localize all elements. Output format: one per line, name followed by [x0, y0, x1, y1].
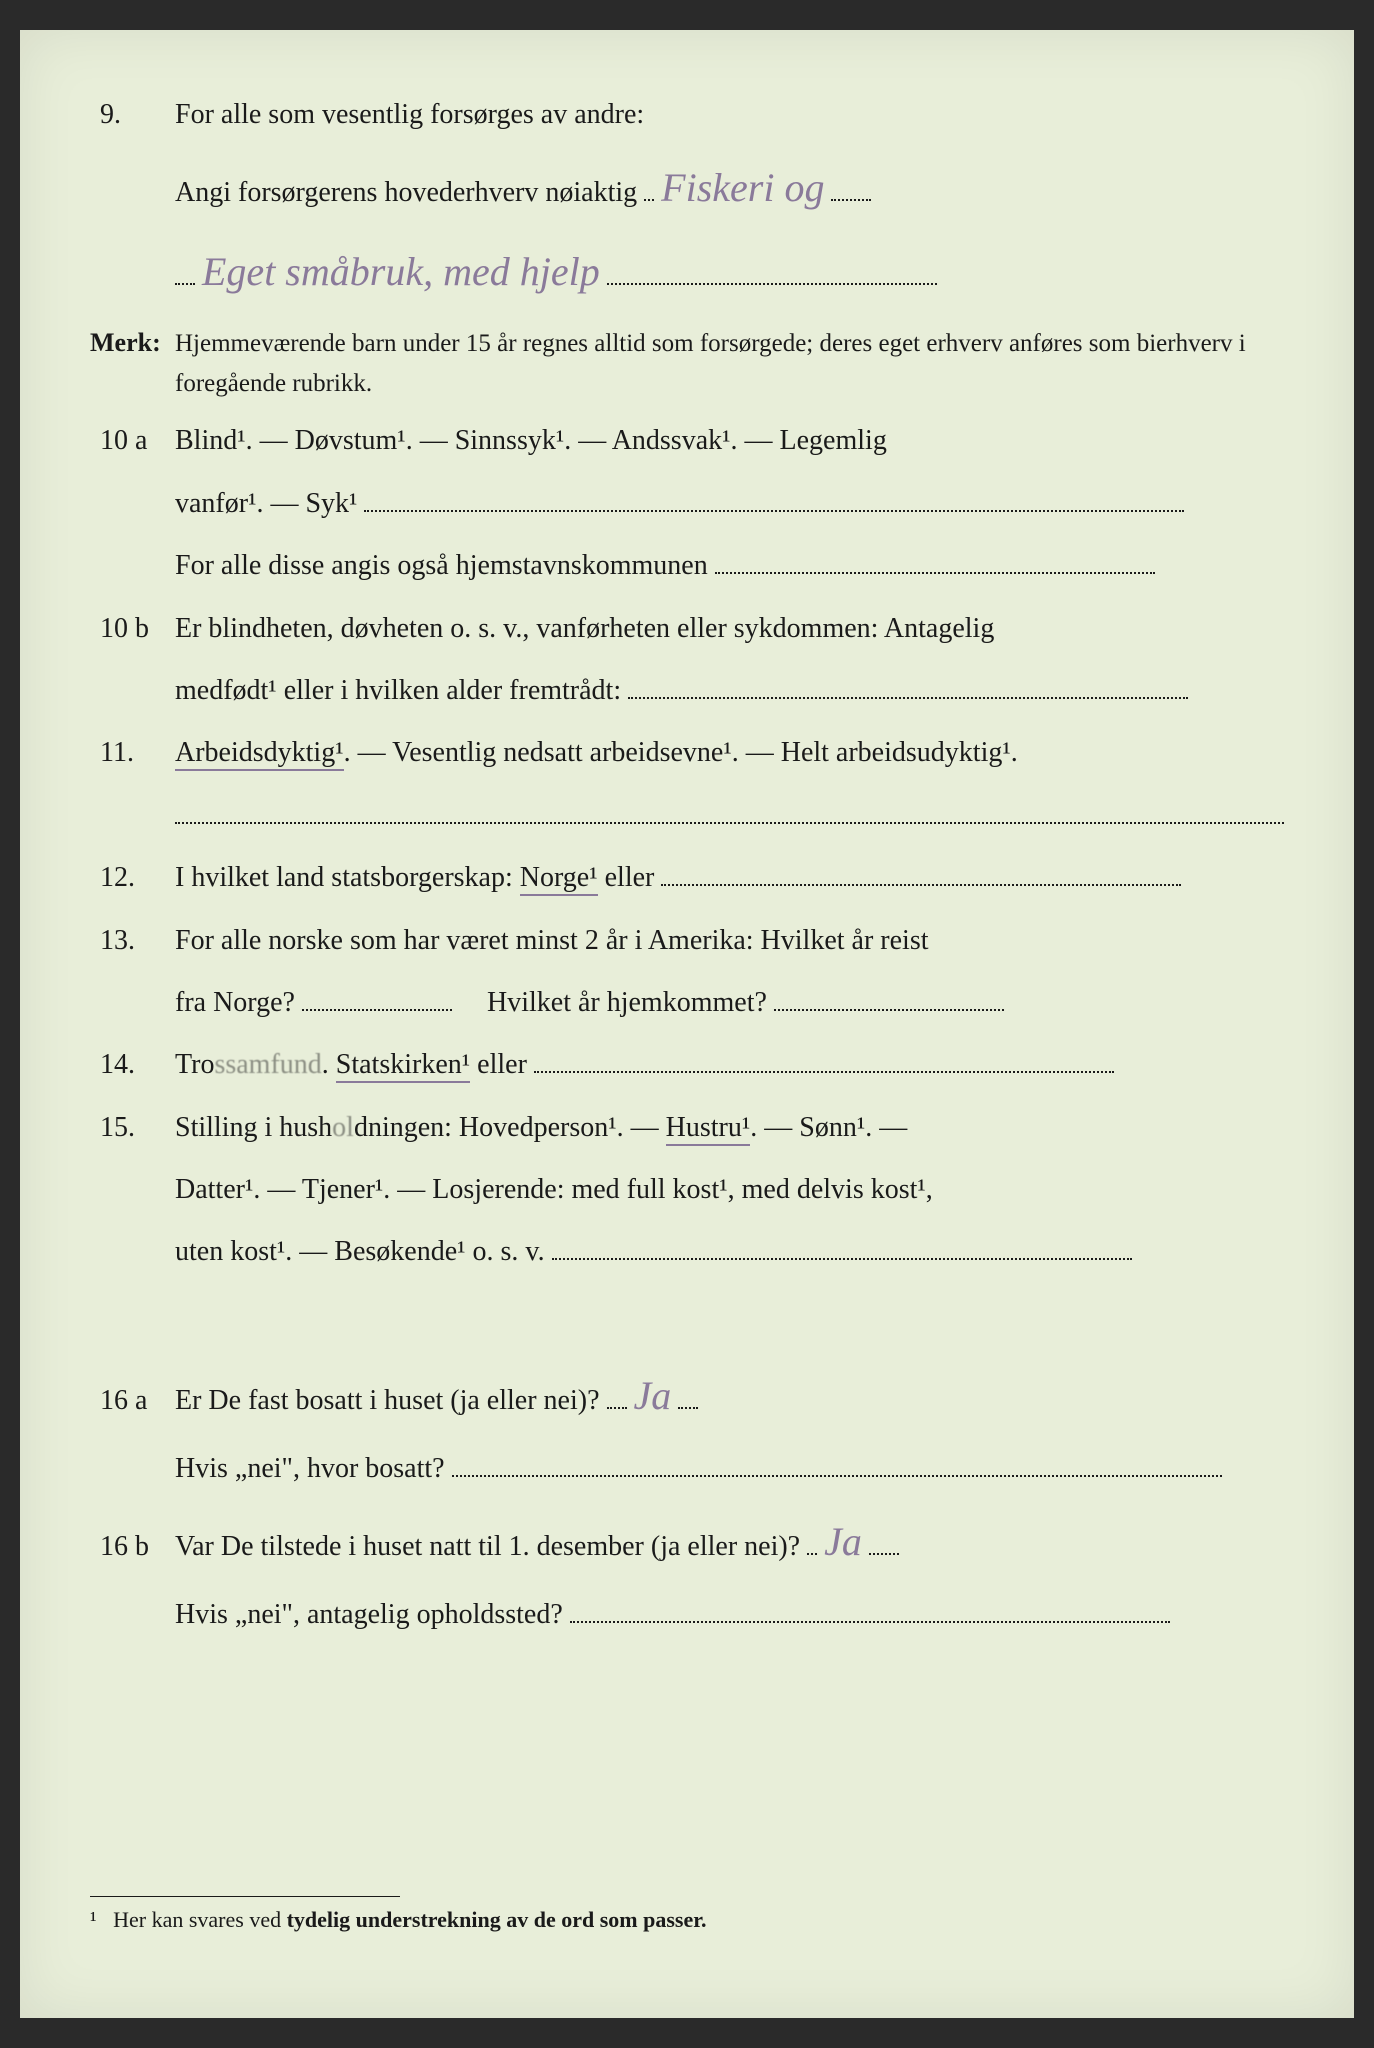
q13-row1: 13. For alle norske som har været minst … — [90, 916, 1284, 966]
footnote-rule — [90, 1896, 400, 1897]
q9-hand1: Fiskeri og — [661, 152, 824, 224]
q15-hustru: Hustru¹ — [666, 1112, 751, 1146]
footnote-bold: tydelig understrekning av de ord som pas… — [287, 1907, 707, 1932]
q15-row2: Datter¹. — Tjener¹. — Losjerende: med fu… — [90, 1165, 1284, 1215]
q11-row1: 11. Arbeidsdyktig¹. — Vesentlig nedsatt … — [90, 728, 1284, 778]
q13-line2b: Hvilket år hjemkommet? — [487, 987, 767, 1018]
q16a-hand: Ja — [634, 1360, 672, 1432]
q9-row1: 9. For alle som vesentlig forsørges av a… — [90, 90, 1284, 140]
q14-label-after: . — [322, 1049, 336, 1080]
q9-num: 9. — [90, 90, 175, 140]
q9-hand2: Eget småbruk, med hjelp — [202, 236, 600, 308]
footnote: ¹ Her kan svares ved tydelig understrekn… — [90, 1896, 1284, 1933]
q15-row1: 15. Stilling i husholdningen: Hovedperso… — [90, 1103, 1284, 1153]
census-form-page: 9. For alle som vesentlig forsørges av a… — [20, 30, 1354, 2018]
q12-after: eller — [605, 862, 655, 893]
q16b-line2: Hvis „nei", antagelig opholdssted? — [175, 1599, 563, 1630]
q10a-line2a: vanfør¹. — Syk¹ — [175, 488, 357, 519]
q10b-row2: medfødt¹ eller i hvilken alder fremtrådt… — [90, 666, 1284, 716]
q10a-row3: For alle disse angis også hjemstavnskomm… — [90, 541, 1284, 591]
q12-row: 12. I hvilket land statsborgerskap: Norg… — [90, 853, 1284, 903]
q14-damaged: ssamfund — [214, 1049, 321, 1080]
q16b-num: 16 b — [90, 1522, 175, 1572]
q12-num: 12. — [90, 853, 175, 903]
q10a-line3: For alle disse angis også hjemstavnskomm… — [175, 550, 708, 581]
q10a-row2: vanfør¹. — Syk¹ — [90, 479, 1284, 529]
q16b-row1: 16 b Var De tilstede i huset natt til 1.… — [90, 1506, 1284, 1578]
q14-num: 14. — [90, 1040, 175, 1090]
q10b-row1: 10 b Er blindheten, døvheten o. s. v., v… — [90, 604, 1284, 654]
q13-num: 13. — [90, 916, 175, 966]
q9-row2: Angi forsørgerens hovederhverv nøiaktig … — [90, 152, 1284, 224]
footnote-marker: ¹ — [90, 1907, 97, 1932]
q14-row: 14. Trossamfund. Statskirken¹ eller — [90, 1040, 1284, 1090]
q15-line1a: Stilling i hush — [175, 1112, 332, 1143]
q13-line2a: fra Norge? — [175, 987, 295, 1018]
q15-damaged: ol — [332, 1112, 354, 1143]
q12-label: I hvilket land statsborgerskap: — [175, 862, 520, 893]
q11-num: 11. — [90, 728, 175, 778]
q11-row2 — [90, 791, 1284, 841]
merk-text: Hjemmeværende barn under 15 år regnes al… — [175, 324, 1284, 404]
q16b-row2: Hvis „nei", antagelig opholdssted? — [90, 1590, 1284, 1640]
q11-opt1: Arbeidsdyktig¹ — [175, 737, 344, 771]
q14-label-a: Tro — [175, 1049, 214, 1080]
q9-line1: For alle som vesentlig forsørges av andr… — [175, 90, 1284, 140]
q16a-row2: Hvis „nei", hvor bosatt? — [90, 1444, 1284, 1494]
q10b-line2: medfødt¹ eller i hvilken alder fremtrådt… — [175, 675, 621, 706]
q15-line3: uten kost¹. — Besøkende¹ o. s. v. — [175, 1236, 545, 1267]
q13-line1: For alle norske som har været minst 2 år… — [175, 916, 1284, 966]
q9-line2-label: Angi forsørgerens hovederhverv nøiaktig — [175, 177, 637, 208]
footnote-prefix: Her kan svares ved — [113, 1907, 287, 1932]
q16a-line1: Er De fast bosatt i huset (ja eller nei)… — [175, 1385, 600, 1416]
q16a-line2: Hvis „nei", hvor bosatt? — [175, 1453, 445, 1484]
merk-label: Merk: — [90, 320, 175, 367]
q13-row2: fra Norge? Hvilket år hjemkommet? — [90, 978, 1284, 1028]
q10a-line1: Blind¹. — Døvstum¹. — Sinnssyk¹. — Andss… — [175, 416, 1284, 466]
q16b-hand: Ja — [824, 1506, 862, 1578]
q14-after: eller — [477, 1049, 527, 1080]
merk-row: Merk: Hjemmeværende barn under 15 år reg… — [90, 320, 1284, 404]
q10a-row1: 10 a Blind¹. — Døvstum¹. — Sinnssyk¹. — … — [90, 416, 1284, 466]
q15-line1c: . — Sønn¹. — — [750, 1112, 907, 1143]
q15-row3: uten kost¹. — Besøkende¹ o. s. v. — [90, 1227, 1284, 1277]
q11-rest: . — Vesentlig nedsatt arbeidsevne¹. — He… — [344, 737, 1018, 768]
q10b-num: 10 b — [90, 604, 175, 654]
q9-row3: Eget småbruk, med hjelp — [90, 236, 1284, 308]
q12-opt: Norge¹ — [520, 862, 598, 896]
q16a-row1: 16 a Er De fast bosatt i huset (ja eller… — [90, 1360, 1284, 1432]
q15-line1b: dningen: Hovedperson¹. — — [354, 1112, 666, 1143]
q10b-line1: Er blindheten, døvheten o. s. v., vanfør… — [175, 604, 1284, 654]
q14-opt: Statskirken¹ — [336, 1049, 470, 1083]
q15-num: 15. — [90, 1103, 175, 1153]
q10a-num: 10 a — [90, 416, 175, 466]
q16a-num: 16 a — [90, 1376, 175, 1426]
q15-line2: Datter¹. — Tjener¹. — Losjerende: med fu… — [175, 1165, 1284, 1215]
q16b-line1: Var De tilstede i huset natt til 1. dese… — [175, 1531, 800, 1562]
